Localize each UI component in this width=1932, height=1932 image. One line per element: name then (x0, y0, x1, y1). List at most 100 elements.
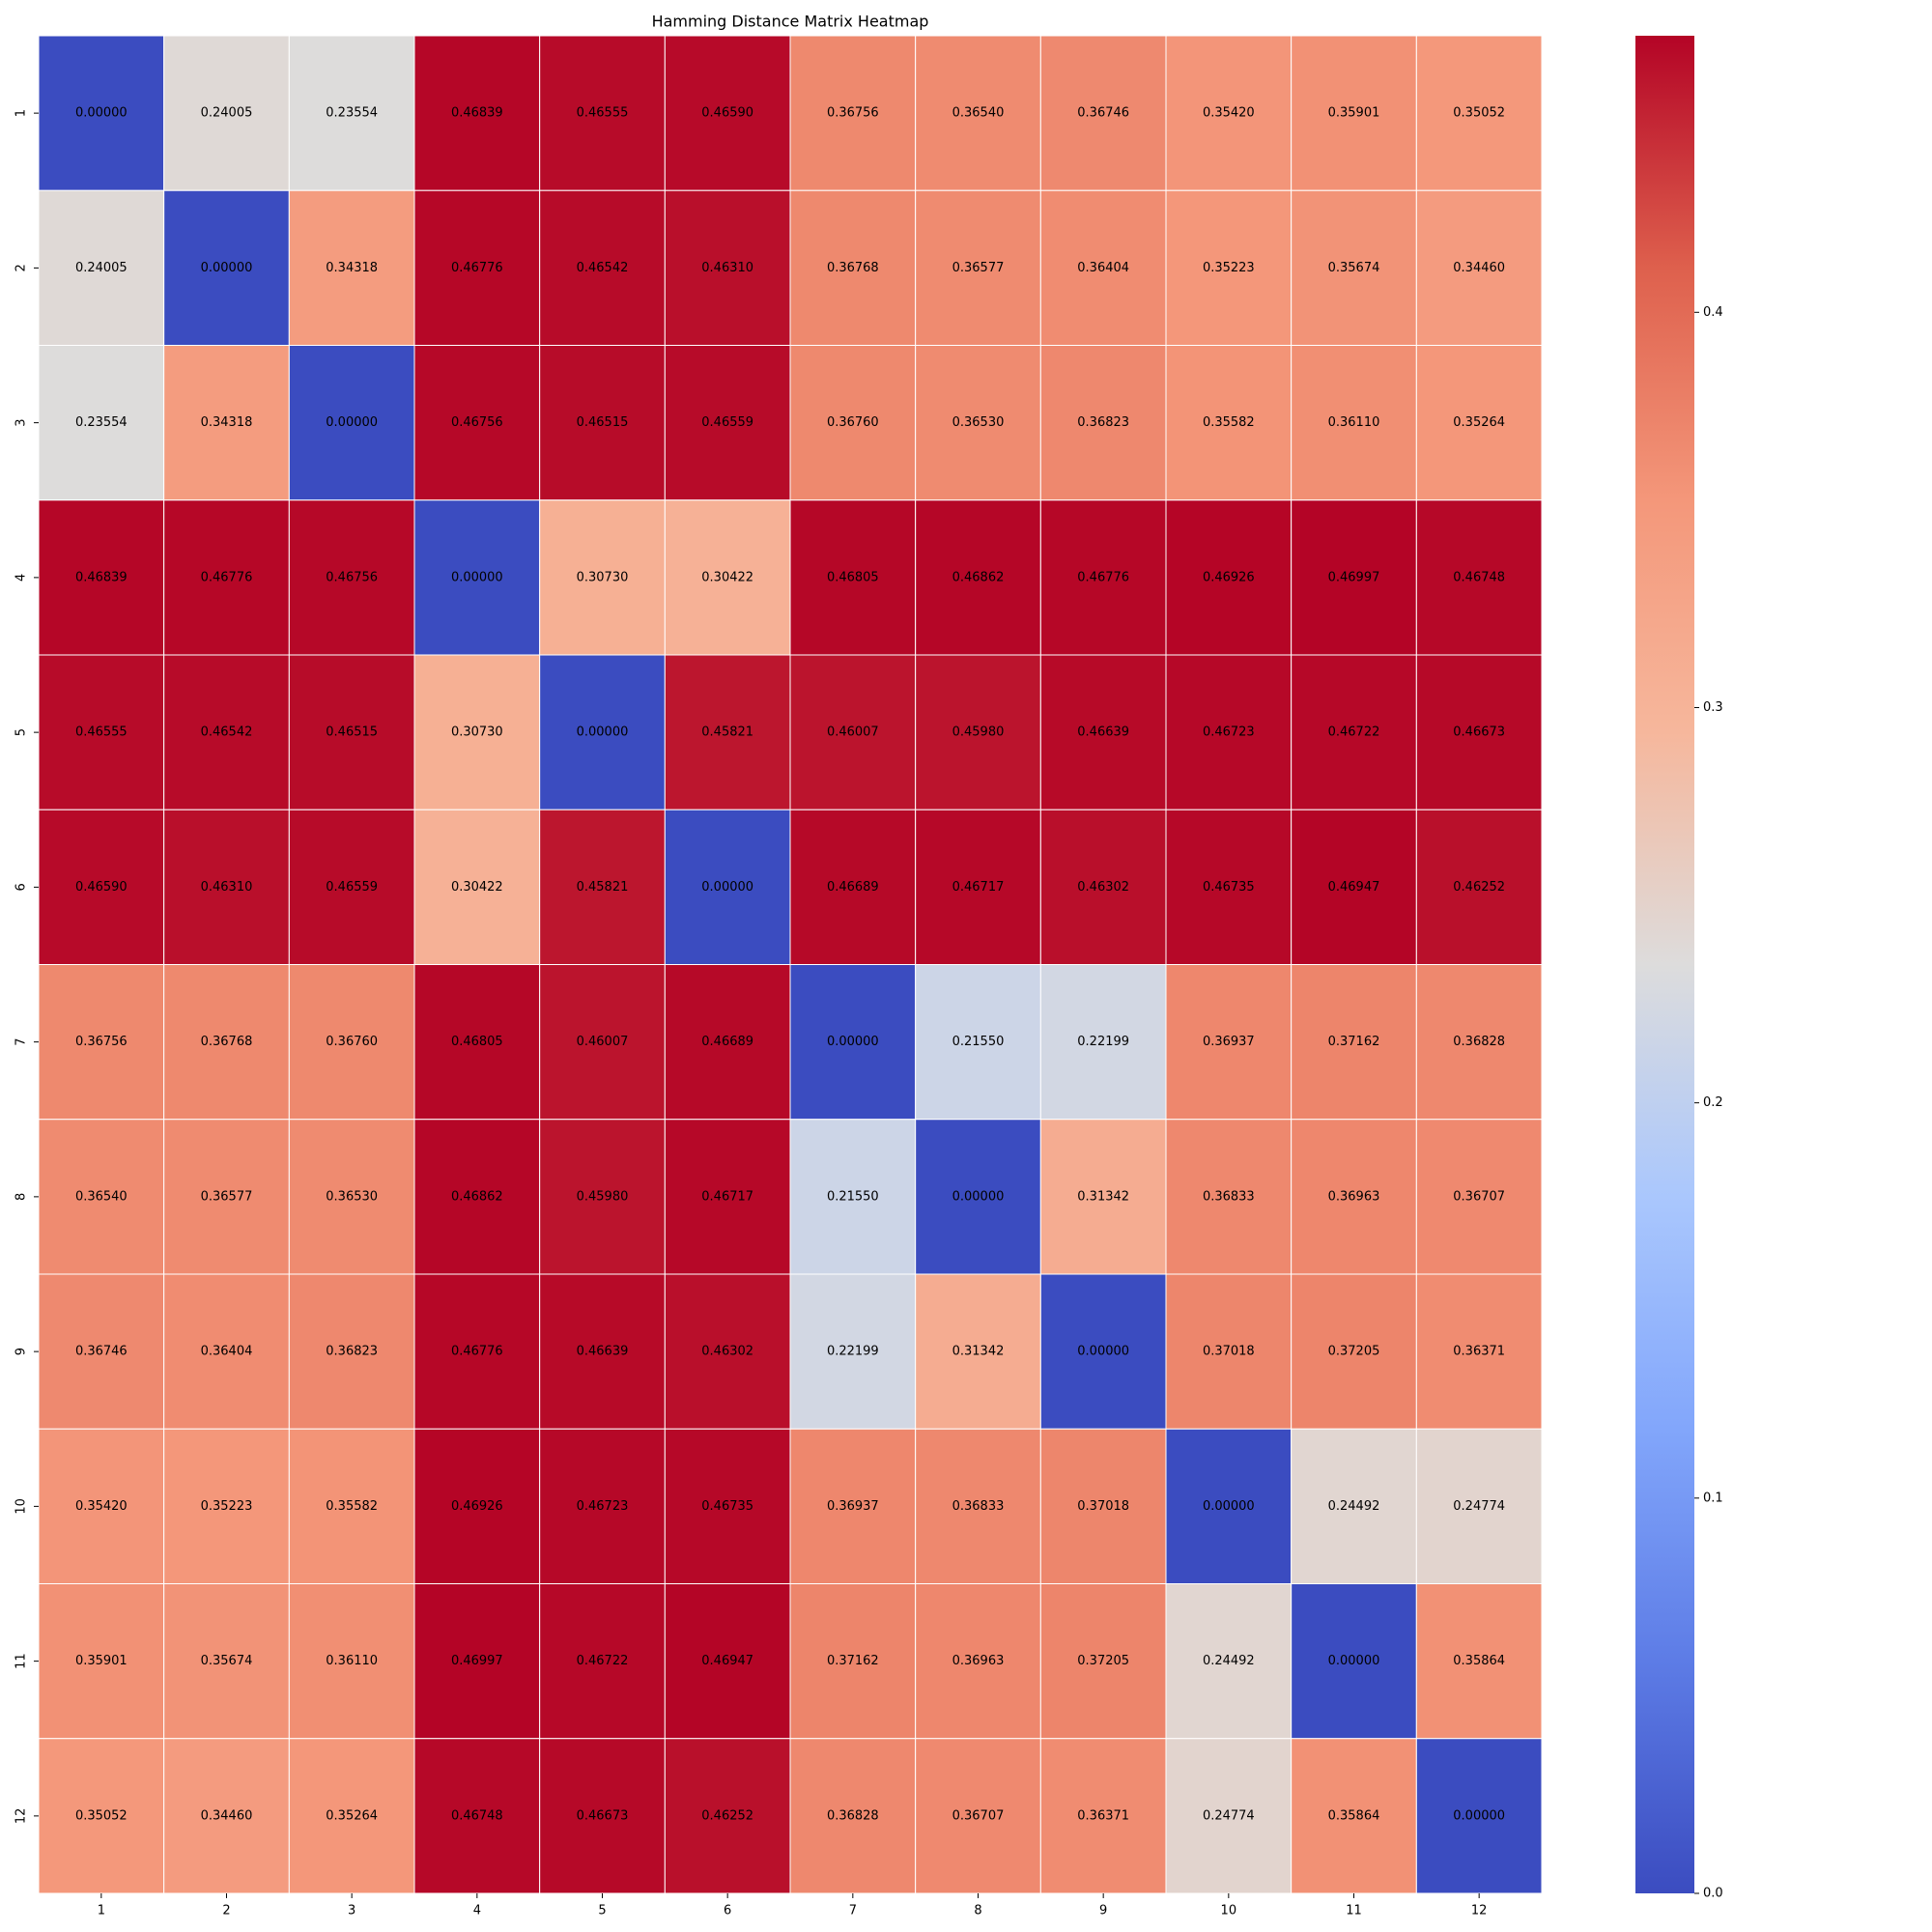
cell-label: 0.36110 (1328, 415, 1380, 430)
cell-label: 0.35674 (201, 1654, 253, 1668)
heatmap-cell (789, 1738, 917, 1894)
x-tick-label: 9 (1099, 1904, 1107, 1918)
cell-label: 0.46862 (451, 1189, 503, 1204)
heatmap-cell (789, 809, 917, 965)
cell-label: 0.46862 (952, 570, 1005, 584)
cell-label: 0.30422 (701, 570, 753, 584)
cell-label: 0.22199 (827, 1345, 879, 1359)
heatmap-cell (413, 1119, 541, 1275)
x-tick-label: 7 (849, 1904, 857, 1918)
colorbar-tick-label: 0.2 (1703, 1095, 1723, 1110)
heatmap-cell (288, 189, 415, 346)
cell-label: 0.00000 (326, 415, 378, 430)
cell-label: 0.46947 (1328, 880, 1380, 895)
cell-label: 0.36540 (75, 1189, 128, 1204)
cell-label: 0.30422 (451, 880, 503, 895)
cell-label: 0.36530 (326, 1189, 378, 1204)
cell-label: 0.46997 (451, 1654, 503, 1668)
heatmap-cell (413, 1428, 541, 1584)
cell-label: 0.46252 (701, 1808, 753, 1823)
heatmap-cell (1039, 964, 1167, 1121)
cell-label: 0.35674 (1328, 261, 1380, 275)
heatmap-cell (1291, 964, 1417, 1121)
y-tick-label: 4 (14, 574, 29, 582)
cell-label: 0.46722 (1328, 725, 1380, 740)
cell-label: 0.35052 (1453, 106, 1505, 121)
y-tick-label: 11 (14, 1653, 29, 1669)
heatmap-cell (1415, 1119, 1543, 1275)
y-tick-label: 10 (14, 1498, 29, 1515)
heatmap-cell (1165, 809, 1293, 965)
heatmap-cell (288, 499, 415, 656)
heatmap-cell (1415, 1273, 1543, 1430)
heatmap-cell (1039, 189, 1167, 346)
cell-label: 0.36833 (1203, 1189, 1255, 1204)
heatmap-cell (1415, 809, 1543, 965)
heatmap-cell (1165, 189, 1293, 346)
y-tick-label: 3 (14, 418, 29, 426)
cell-label: 0.46756 (451, 415, 503, 430)
cell-label: 0.00000 (1077, 1345, 1129, 1359)
heatmap-cell (413, 809, 541, 965)
heatmap-cell (163, 1583, 290, 1740)
x-tick-label: 4 (473, 1904, 481, 1918)
heatmap-cell (413, 499, 541, 656)
colorbar-tick-label: 0.1 (1703, 1491, 1723, 1505)
cell-label: 0.36707 (952, 1808, 1005, 1823)
cell-label: 0.46723 (577, 1499, 629, 1514)
heatmap-cell (539, 35, 666, 191)
cell-label: 0.46722 (577, 1654, 629, 1668)
heatmap-cell (38, 189, 165, 346)
heatmap-cell (539, 1119, 666, 1275)
cell-label: 0.24492 (1328, 1499, 1380, 1514)
heatmap-cell (288, 1583, 415, 1740)
heatmap-cell (789, 1119, 917, 1275)
cell-label: 0.36760 (326, 1035, 378, 1049)
y-tick-label: 6 (14, 883, 29, 891)
heatmap-cell (288, 1738, 415, 1894)
cell-label: 0.35223 (1203, 261, 1255, 275)
heatmap-cell (1165, 35, 1293, 191)
cell-label: 0.35420 (1203, 106, 1255, 121)
heatmap-cell (915, 654, 1041, 810)
heatmap-cell (288, 1428, 415, 1584)
cell-label: 0.00000 (201, 261, 253, 275)
x-tick-label: 10 (1221, 1904, 1237, 1918)
heatmap-cell (1415, 499, 1543, 656)
y-tick-label: 5 (14, 728, 29, 736)
cell-label: 0.35864 (1328, 1808, 1380, 1823)
cell-label: 0.46673 (577, 1808, 629, 1823)
heatmap-cell (38, 499, 165, 656)
cell-label: 0.46542 (577, 261, 629, 275)
cell-label: 0.36963 (952, 1654, 1005, 1668)
cell-label: 0.37162 (827, 1654, 879, 1668)
cell-label: 0.37018 (1203, 1345, 1255, 1359)
cell-label: 0.46947 (701, 1654, 753, 1668)
cell-label: 0.36756 (75, 1035, 128, 1049)
heatmap-cell (539, 1738, 666, 1894)
heatmap-cell (38, 35, 165, 191)
heatmap-cell (789, 654, 917, 810)
cell-label: 0.46748 (1453, 570, 1505, 584)
cell-label: 0.46559 (701, 415, 753, 430)
cell-label: 0.46590 (701, 106, 753, 121)
cell-label: 0.35264 (326, 1808, 378, 1823)
heatmap-cell (1291, 1428, 1417, 1584)
x-tick-label: 1 (98, 1904, 105, 1918)
heatmap-cell (38, 345, 165, 501)
cell-label: 0.46689 (827, 880, 879, 895)
heatmap-cell (38, 964, 165, 1121)
heatmap-cell (1039, 1273, 1167, 1430)
cell-label: 0.30730 (577, 570, 629, 584)
cell-label: 0.34318 (201, 415, 253, 430)
heatmap-cell (288, 964, 415, 1121)
cell-label: 0.46748 (451, 1808, 503, 1823)
cell-label: 0.46776 (201, 570, 253, 584)
cell-label: 0.00000 (827, 1035, 879, 1049)
heatmap-cell (163, 189, 290, 346)
heatmap-cell (288, 1119, 415, 1275)
heatmap-cell (288, 654, 415, 810)
heatmap-cell (288, 345, 415, 501)
heatmap-cell (1291, 1583, 1417, 1740)
